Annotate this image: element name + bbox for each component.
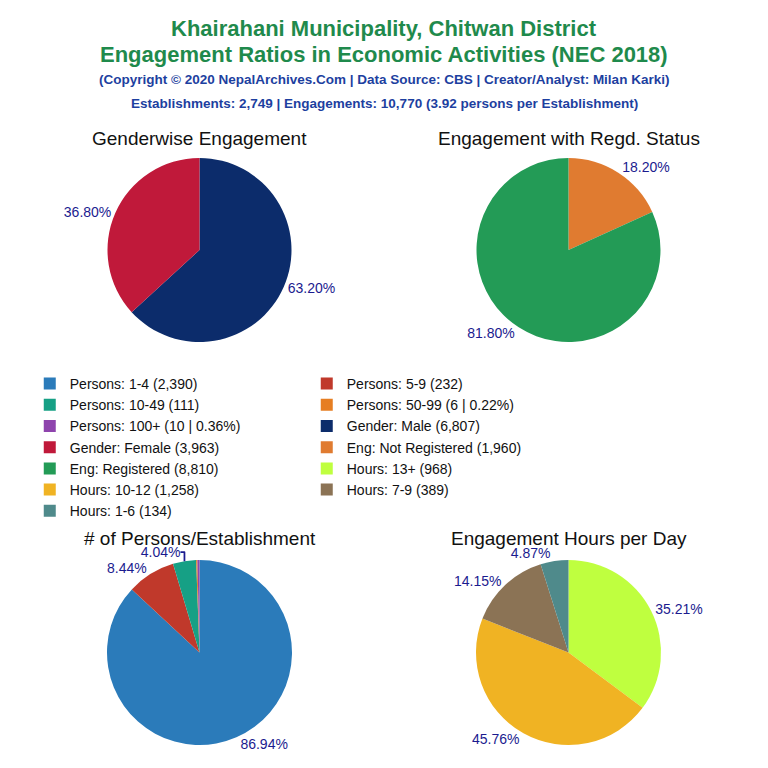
svg-text:Persons: 1-4 (2,390): Persons: 1-4 (2,390) [70,376,198,392]
svg-text:36.80%: 36.80% [64,204,111,220]
svg-text:Persons: 10-49 (111): Persons: 10-49 (111) [70,397,199,413]
svg-text:# of Persons/Establishment: # of Persons/Establishment [84,528,316,549]
svg-text:Gender: Female (3,963): Gender: Female (3,963) [70,440,219,456]
svg-text:Persons: 50-99 (6 | 0.22%): Persons: 50-99 (6 | 0.22%) [347,397,514,413]
svg-text:Hours: 10-12 (1,258): Hours: 10-12 (1,258) [70,482,199,498]
svg-text:Engagement with Regd. Status: Engagement with Regd. Status [438,128,700,149]
svg-text:Engagement Hours per Day: Engagement Hours per Day [451,528,687,549]
svg-text:14.15%: 14.15% [454,573,501,589]
svg-text:4.04%: 4.04% [141,544,181,560]
svg-text:Persons: 100+ (10 | 0.36%): Persons: 100+ (10 | 0.36%) [70,418,241,434]
svg-text:45.76%: 45.76% [472,731,519,747]
svg-text:4.87%: 4.87% [511,545,551,561]
svg-text:Khairahani Municipality, Chitw: Khairahani Municipality, Chitwan Distric… [171,16,597,41]
svg-text:Hours: 7-9 (389): Hours: 7-9 (389) [347,482,449,498]
svg-text:Hours: 1-6 (134): Hours: 1-6 (134) [70,503,172,519]
svg-text:8.44%: 8.44% [107,560,147,576]
svg-text:(Copyright © 2020 NepalArchive: (Copyright © 2020 NepalArchives.Com | Da… [99,72,669,87]
svg-text:Genderwise Engagement: Genderwise Engagement [92,128,307,149]
svg-text:Eng: Registered (8,810): Eng: Registered (8,810) [70,461,219,477]
svg-text:Establishments: 2,749 | Engage: Establishments: 2,749 | Engagements: 10,… [131,96,638,111]
svg-text:Engagement Ratios in Economic: Engagement Ratios in Economic Activities… [100,42,668,67]
svg-text:18.20%: 18.20% [622,159,669,175]
svg-text:35.21%: 35.21% [655,601,702,617]
svg-text:Gender: Male (6,807): Gender: Male (6,807) [347,418,480,434]
svg-text:Hours: 13+ (968): Hours: 13+ (968) [347,461,452,477]
svg-text:81.80%: 81.80% [467,325,514,341]
svg-text:Persons: 5-9 (232): Persons: 5-9 (232) [347,376,463,392]
svg-text:63.20%: 63.20% [288,280,335,296]
svg-text:86.94%: 86.94% [240,736,287,752]
svg-text:Eng: Not Registered (1,960): Eng: Not Registered (1,960) [347,440,521,456]
